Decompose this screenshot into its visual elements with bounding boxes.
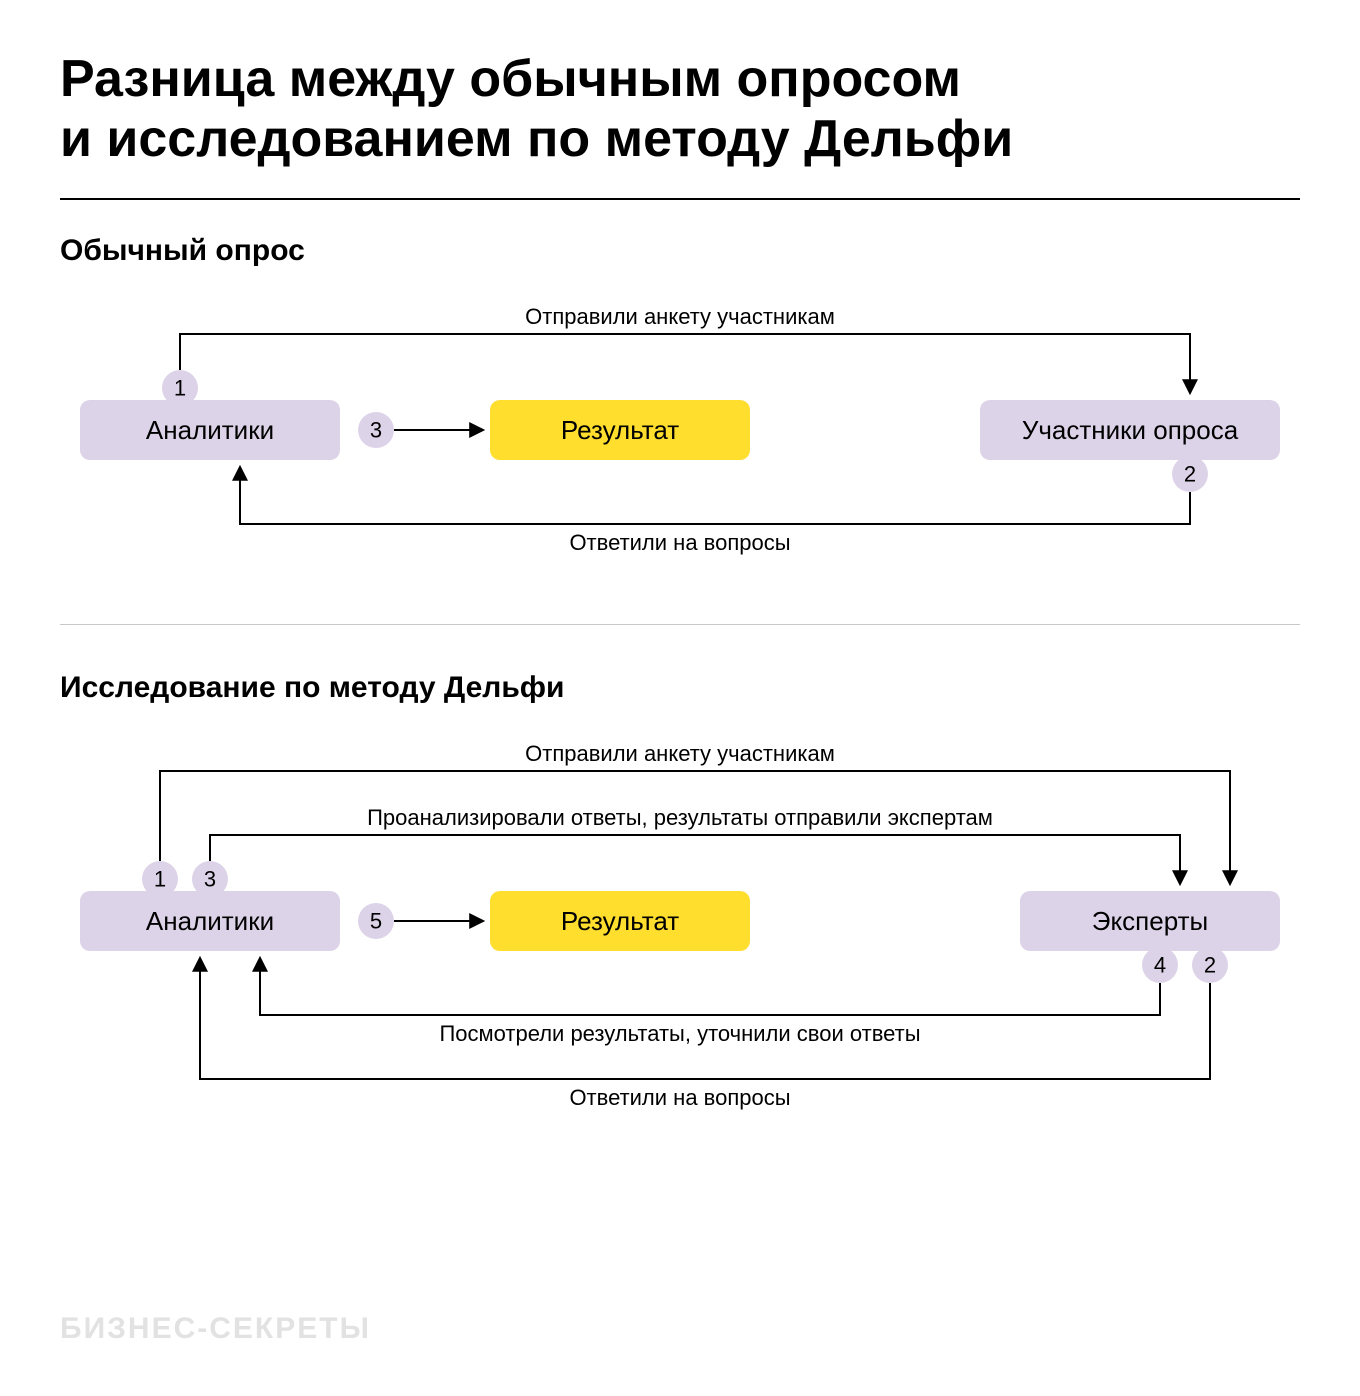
- svg-text:2: 2: [1204, 952, 1216, 977]
- node-analysts-label: Аналитики: [146, 906, 274, 936]
- badge-2: 2: [1192, 947, 1228, 983]
- diagram2-svg: Отправили анкету участникам Проанализиро…: [60, 725, 1300, 1125]
- node-experts-label: Эксперты: [1092, 906, 1208, 936]
- svg-text:4: 4: [1154, 952, 1166, 977]
- svg-text:3: 3: [204, 866, 216, 891]
- svg-text:5: 5: [370, 908, 382, 933]
- divider-sep: [60, 624, 1300, 625]
- edge-answered: [200, 959, 1210, 1079]
- diagram1-svg: Отправили анкету участникам Ответили на …: [60, 288, 1300, 578]
- svg-text:2: 2: [1184, 461, 1196, 486]
- edge-answered-label: Ответили на вопросы: [569, 530, 790, 555]
- badge-5: 5: [358, 903, 394, 939]
- badge-1: 1: [142, 861, 178, 897]
- watermark: БИЗНЕС-СЕКРЕТЫ: [60, 1312, 371, 1346]
- node-participants-label: Участники опроса: [1022, 415, 1239, 445]
- edge-answered: [240, 468, 1190, 524]
- badge-2: 2: [1172, 456, 1208, 492]
- edge-analyzed: [210, 835, 1180, 883]
- diagram1: Отправили анкету участникам Ответили на …: [60, 288, 1300, 578]
- badge-3: 3: [192, 861, 228, 897]
- diagram2-title: Исследование по методу Дельфи: [60, 671, 1300, 705]
- badge-3: 3: [358, 412, 394, 448]
- diagram2: Отправили анкету участникам Проанализиро…: [60, 725, 1300, 1125]
- node-analysts-label: Аналитики: [146, 415, 274, 445]
- edge-analyzed-label: Проанализировали ответы, результаты отпр…: [367, 805, 993, 830]
- node-result-label: Результат: [561, 906, 679, 936]
- edge-send-label: Отправили анкету участникам: [525, 741, 835, 766]
- page-title: Разница между обычным опросом и исследов…: [60, 50, 1300, 170]
- edge-reviewed-label: Посмотрели результаты, уточнили свои отв…: [439, 1021, 920, 1046]
- edge-send: [180, 334, 1190, 392]
- svg-text:3: 3: [370, 417, 382, 442]
- svg-text:1: 1: [154, 866, 166, 891]
- edge-answered-label: Ответили на вопросы: [569, 1085, 790, 1110]
- divider-main: [60, 198, 1300, 200]
- node-result-label: Результат: [561, 415, 679, 445]
- edge-send-label: Отправили анкету участникам: [525, 304, 835, 329]
- page: Разница между обычным опросом и исследов…: [0, 0, 1360, 1396]
- badge-4: 4: [1142, 947, 1178, 983]
- badge-1: 1: [162, 370, 198, 406]
- diagram1-title: Обычный опрос: [60, 234, 1300, 268]
- svg-text:1: 1: [174, 375, 186, 400]
- edge-reviewed: [260, 959, 1160, 1015]
